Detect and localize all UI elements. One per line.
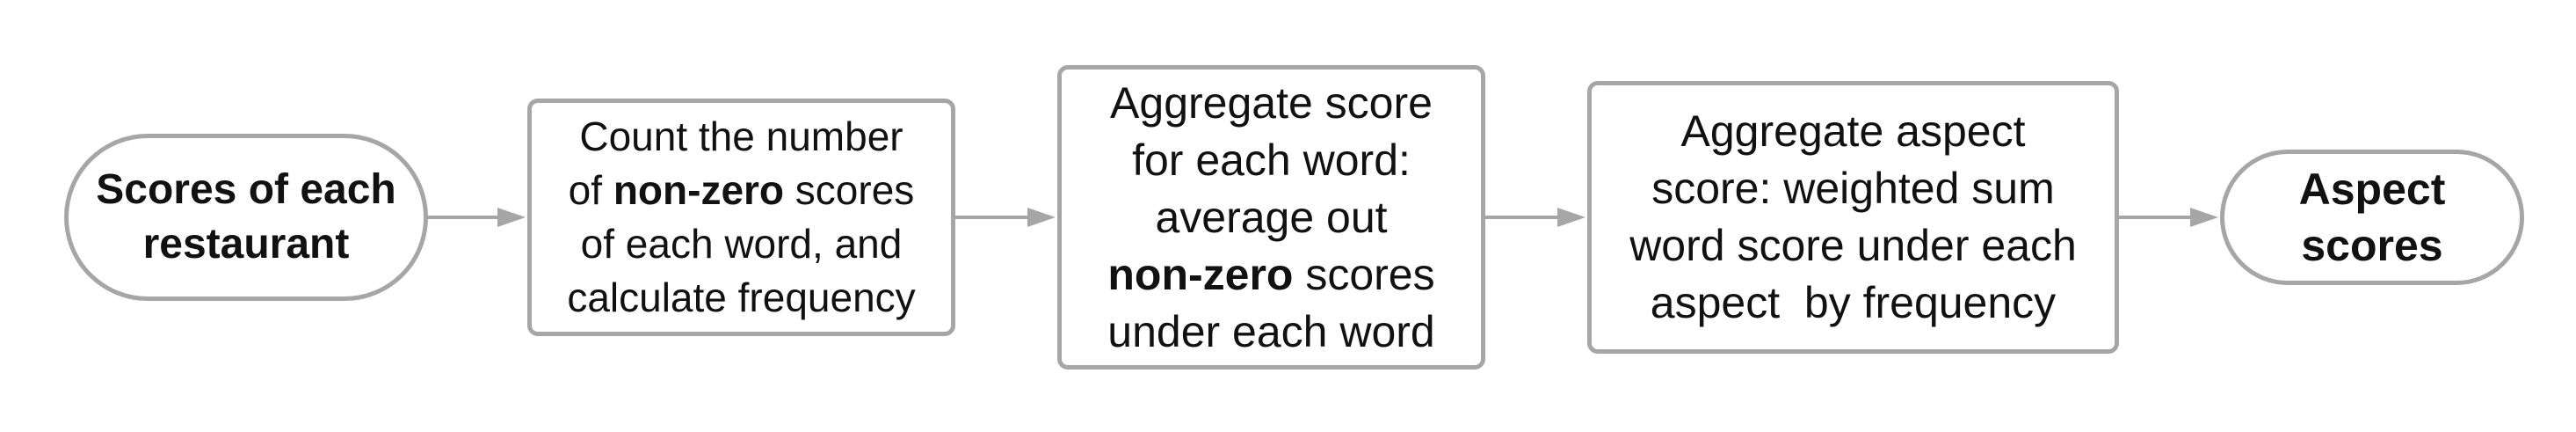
- step3-line-4: aspect by frequency: [1650, 278, 2057, 327]
- step-aggregate-aspect-score: Aggregate aspect score: weighted sum wor…: [1587, 81, 2119, 354]
- step1-line-1: Count the number: [579, 113, 903, 159]
- end-node-line-1: Aspect: [2298, 165, 2446, 214]
- step1-line-4: calculate frequency: [567, 275, 916, 320]
- step2-line-4: non-zero scores: [1107, 246, 1434, 304]
- step3-label: Aggregate aspect score: weighted sum wor…: [1629, 103, 2077, 332]
- step2-line-3: average out: [1155, 192, 1388, 242]
- step2-bold-nonzero: non-zero: [1107, 249, 1294, 299]
- start-node-line-2: restaurant: [142, 221, 350, 267]
- step3-line-1: Aggregate aspect: [1680, 106, 2026, 156]
- step2-line-5: under each word: [1107, 306, 1435, 356]
- start-node-label: Scores of each restaurant: [96, 163, 395, 272]
- step1-line-2: of non-zero scores: [567, 164, 915, 217]
- start-node-line-1: Scores of each: [96, 166, 396, 213]
- end-node-aspect-scores: Aspect scores: [2220, 150, 2524, 285]
- arrow-start-to-step1: [428, 208, 526, 227]
- step2-line-4-suffix: scores: [1293, 249, 1435, 299]
- step3-line-3: word score under each: [1629, 221, 2077, 270]
- step1-line-2-suffix: scores: [784, 167, 915, 213]
- step3-line-2: score: weighted sum: [1651, 164, 2055, 213]
- step2-line-2: for each word:: [1132, 135, 1411, 185]
- arrow-step1-to-step2: [955, 208, 1056, 227]
- arrow-step2-to-step3: [1485, 208, 1586, 227]
- step1-bold-nonzero: non-zero: [613, 167, 785, 213]
- step-count-nonzero-scores: Count the number of non-zero scores of e…: [527, 99, 955, 336]
- end-node-line-2: scores: [2301, 221, 2443, 270]
- step2-line-1: Aggregate score: [1110, 77, 1433, 128]
- step1-line-2-prefix: of: [568, 167, 613, 213]
- arrow-step3-to-end: [2119, 208, 2218, 227]
- step-aggregate-word-score: Aggregate score for each word: average o…: [1057, 65, 1485, 370]
- step1-line-3: of each word, and: [580, 221, 903, 267]
- step1-label: Count the number of non-zero scores of e…: [567, 110, 915, 325]
- end-node-label: Aspect scores: [2299, 161, 2446, 274]
- step2-label: Aggregate score for each word: average o…: [1107, 75, 1434, 361]
- start-node-scores-of-each-restaurant: Scores of each restaurant: [64, 134, 428, 301]
